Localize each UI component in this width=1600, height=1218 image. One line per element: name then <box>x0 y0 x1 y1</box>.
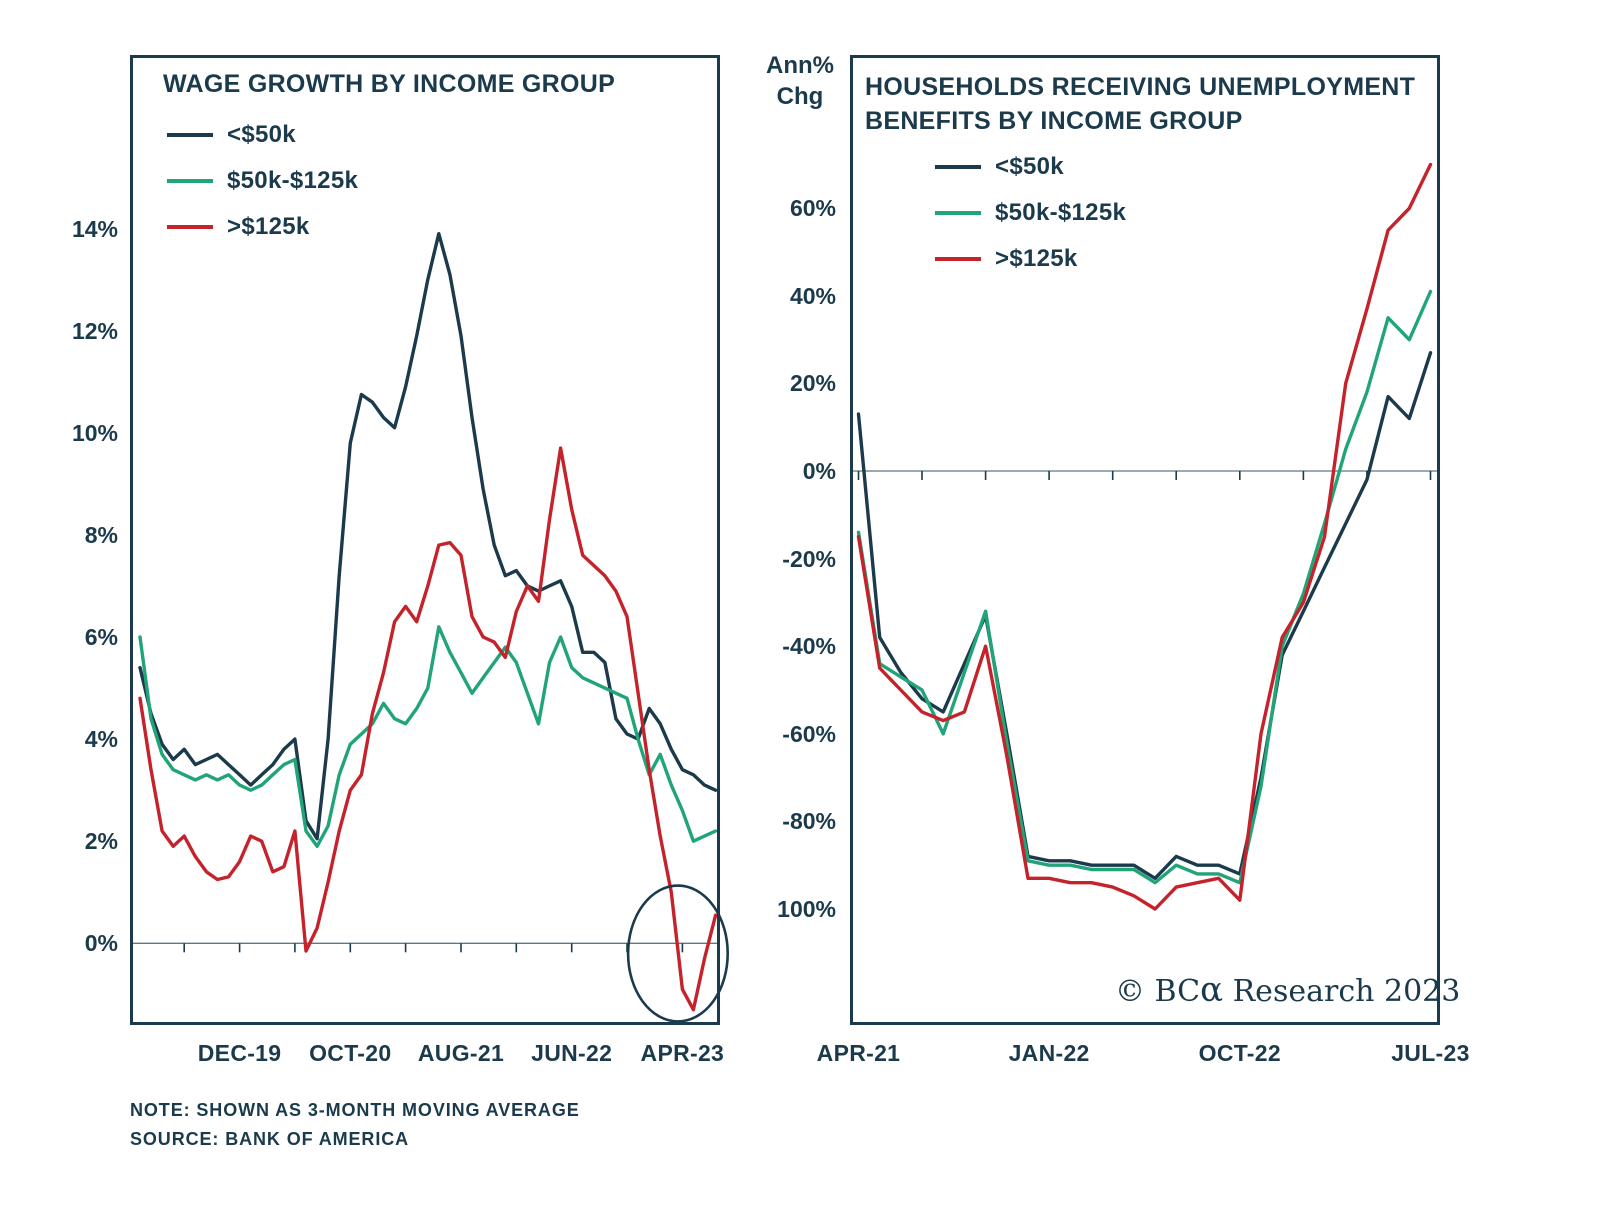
legend-item: >$125k <box>935 242 1126 276</box>
series-line-0 <box>856 351 1433 880</box>
series-line-2 <box>856 162 1433 911</box>
series-line-2 <box>138 446 718 1012</box>
right-y-axis-label: Ann% Chg <box>766 52 834 110</box>
legend-item: <$50k <box>935 150 1126 184</box>
legend-item: $50k-$125k <box>167 164 358 198</box>
x-tick-label: APR-21 <box>816 1040 901 1066</box>
legend-label: >$125k <box>995 245 1078 272</box>
y-tick-label: 14% <box>71 215 118 242</box>
x-tick-label: OCT-22 <box>1198 1040 1281 1066</box>
footnote-source-line: SOURCE: BANK OF AMERICA <box>130 1129 410 1149</box>
footnote-note-line: NOTE: SHOWN AS 3-MONTH MOVING AVERAGE <box>130 1100 580 1120</box>
left-chart-title: WAGE GROWTH BY INCOME GROUP <box>163 70 616 98</box>
x-tick-label: APR-23 <box>640 1040 725 1066</box>
right-chart-title: HOUSEHOLDS RECEIVING UNEMPLOYMENT BENEFI… <box>865 73 1416 135</box>
y-tick-label: 6% <box>84 624 118 650</box>
legend-item: <$50k <box>167 118 358 152</box>
y-tick-label: -60% <box>782 720 836 747</box>
y-tick-label: -80% <box>782 808 836 835</box>
plot-border <box>850 55 1440 1025</box>
legend-label: >$125k <box>227 213 310 240</box>
y-tick-label: 4% <box>84 726 118 753</box>
unemployment-benefits-plot <box>850 55 1440 1025</box>
legend-item: >$125k <box>167 210 358 244</box>
y-tick-label: 10% <box>71 419 118 446</box>
y-tick-label: -20% <box>782 545 836 572</box>
y-tick-label: 12% <box>71 317 118 344</box>
plot-border <box>130 55 720 1025</box>
y-tick-label: 2% <box>84 828 118 855</box>
legend-swatch-line <box>935 165 981 169</box>
x-tick-label: AUG-21 <box>417 1040 505 1066</box>
legend-label: <$50k <box>227 121 296 148</box>
legend-item: $50k-$125k <box>935 196 1126 230</box>
y-tick-label: 20% <box>789 370 836 397</box>
x-tick-label: JUN-22 <box>531 1040 613 1066</box>
x-tick-label: OCT-20 <box>309 1040 392 1066</box>
watermark-alpha-glyph: α <box>1200 970 1224 1010</box>
left-chart-legend: <$50k $50k-$125k >$125k <box>167 118 358 256</box>
legend-swatch-line <box>167 225 213 229</box>
right-chart-legend: <$50k $50k-$125k >$125k <box>935 150 1126 288</box>
series-line-0 <box>138 231 718 841</box>
legend-swatch-line <box>935 257 981 261</box>
legend-label: <$50k <box>995 153 1064 180</box>
y-tick-label: 0% <box>802 458 836 485</box>
footnote: NOTE: SHOWN AS 3-MONTH MOVING AVERAGE SO… <box>130 1096 580 1154</box>
legend-label: $50k-$125k <box>227 167 359 194</box>
y-tick-label: -40% <box>782 633 836 660</box>
watermark-prefix: © BC <box>1115 974 1201 1009</box>
x-tick-label: JAN-22 <box>1008 1040 1090 1066</box>
highlight-circle-annotation <box>626 884 730 1023</box>
legend-swatch-line <box>167 133 213 137</box>
legend-swatch-line <box>167 179 213 183</box>
y-tick-label: 8% <box>84 521 118 548</box>
bca-research-watermark: © BCα Research 2023 <box>1115 970 1460 1010</box>
x-tick-label: JUL-23 <box>1391 1040 1470 1066</box>
series-line-1 <box>138 625 718 848</box>
x-tick-label: DEC-19 <box>197 1040 282 1066</box>
watermark-suffix: Research 2023 <box>1223 974 1461 1009</box>
legend-swatch-line <box>935 211 981 215</box>
y-tick-label: 60% <box>789 195 836 222</box>
series-line-1 <box>856 289 1433 885</box>
y-tick-label: 40% <box>789 282 836 309</box>
y-tick-label: 0% <box>84 930 118 957</box>
wage-growth-plot <box>130 55 730 1025</box>
y-tick-label: 100% <box>777 895 836 922</box>
legend-label: $50k-$125k <box>995 199 1127 226</box>
